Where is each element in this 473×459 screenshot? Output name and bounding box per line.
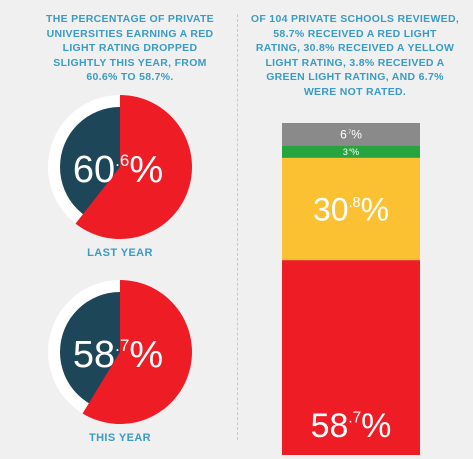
- pie-value-unit: %: [129, 334, 163, 376]
- bar-segment-green: [282, 145, 420, 158]
- segment-label-red: 58.7%: [311, 407, 392, 445]
- pie-value-decimal: .6: [115, 151, 129, 170]
- pie-value-whole: 58: [73, 334, 115, 376]
- pie-label-last-year: LAST YEAR: [87, 247, 153, 259]
- pie-value-unit: %: [129, 149, 163, 191]
- pie-chart-this-year: 58.7%: [48, 280, 192, 424]
- segment-label-not-rated: 6.7%: [340, 127, 362, 141]
- left-caption: THE PERCENTAGE OF PRIVATE UNIVERSITIES E…: [46, 13, 214, 83]
- pie-red-slice: [75, 95, 192, 239]
- bar-segment-red: [282, 260, 420, 455]
- segment-label-yellow: 30.8%: [313, 192, 389, 228]
- divider: [237, 14, 238, 440]
- pie-label-this-year: THIS YEAR: [88, 432, 152, 444]
- stacked-rating-bar: 58.7% 30.8% 3.8% 6.7%: [282, 123, 420, 455]
- pie-value-whole: 60: [73, 149, 115, 191]
- right-caption: OF 104 PRIVATE SCHOOLS REVIEWED, 58.7% R…: [250, 13, 460, 98]
- pie-value-label: 60.6%: [73, 149, 163, 191]
- bar-segment-not-rated: [282, 123, 420, 146]
- bar-segment-yellow: [282, 157, 420, 261]
- segment-label-green: 3.8%: [343, 147, 359, 157]
- pie-value-decimal: .7: [115, 336, 129, 355]
- pie-red-slice: [82, 280, 192, 424]
- pie-value-label: 58.7%: [73, 334, 163, 376]
- pie-chart-last-year: 60.6%: [48, 95, 192, 239]
